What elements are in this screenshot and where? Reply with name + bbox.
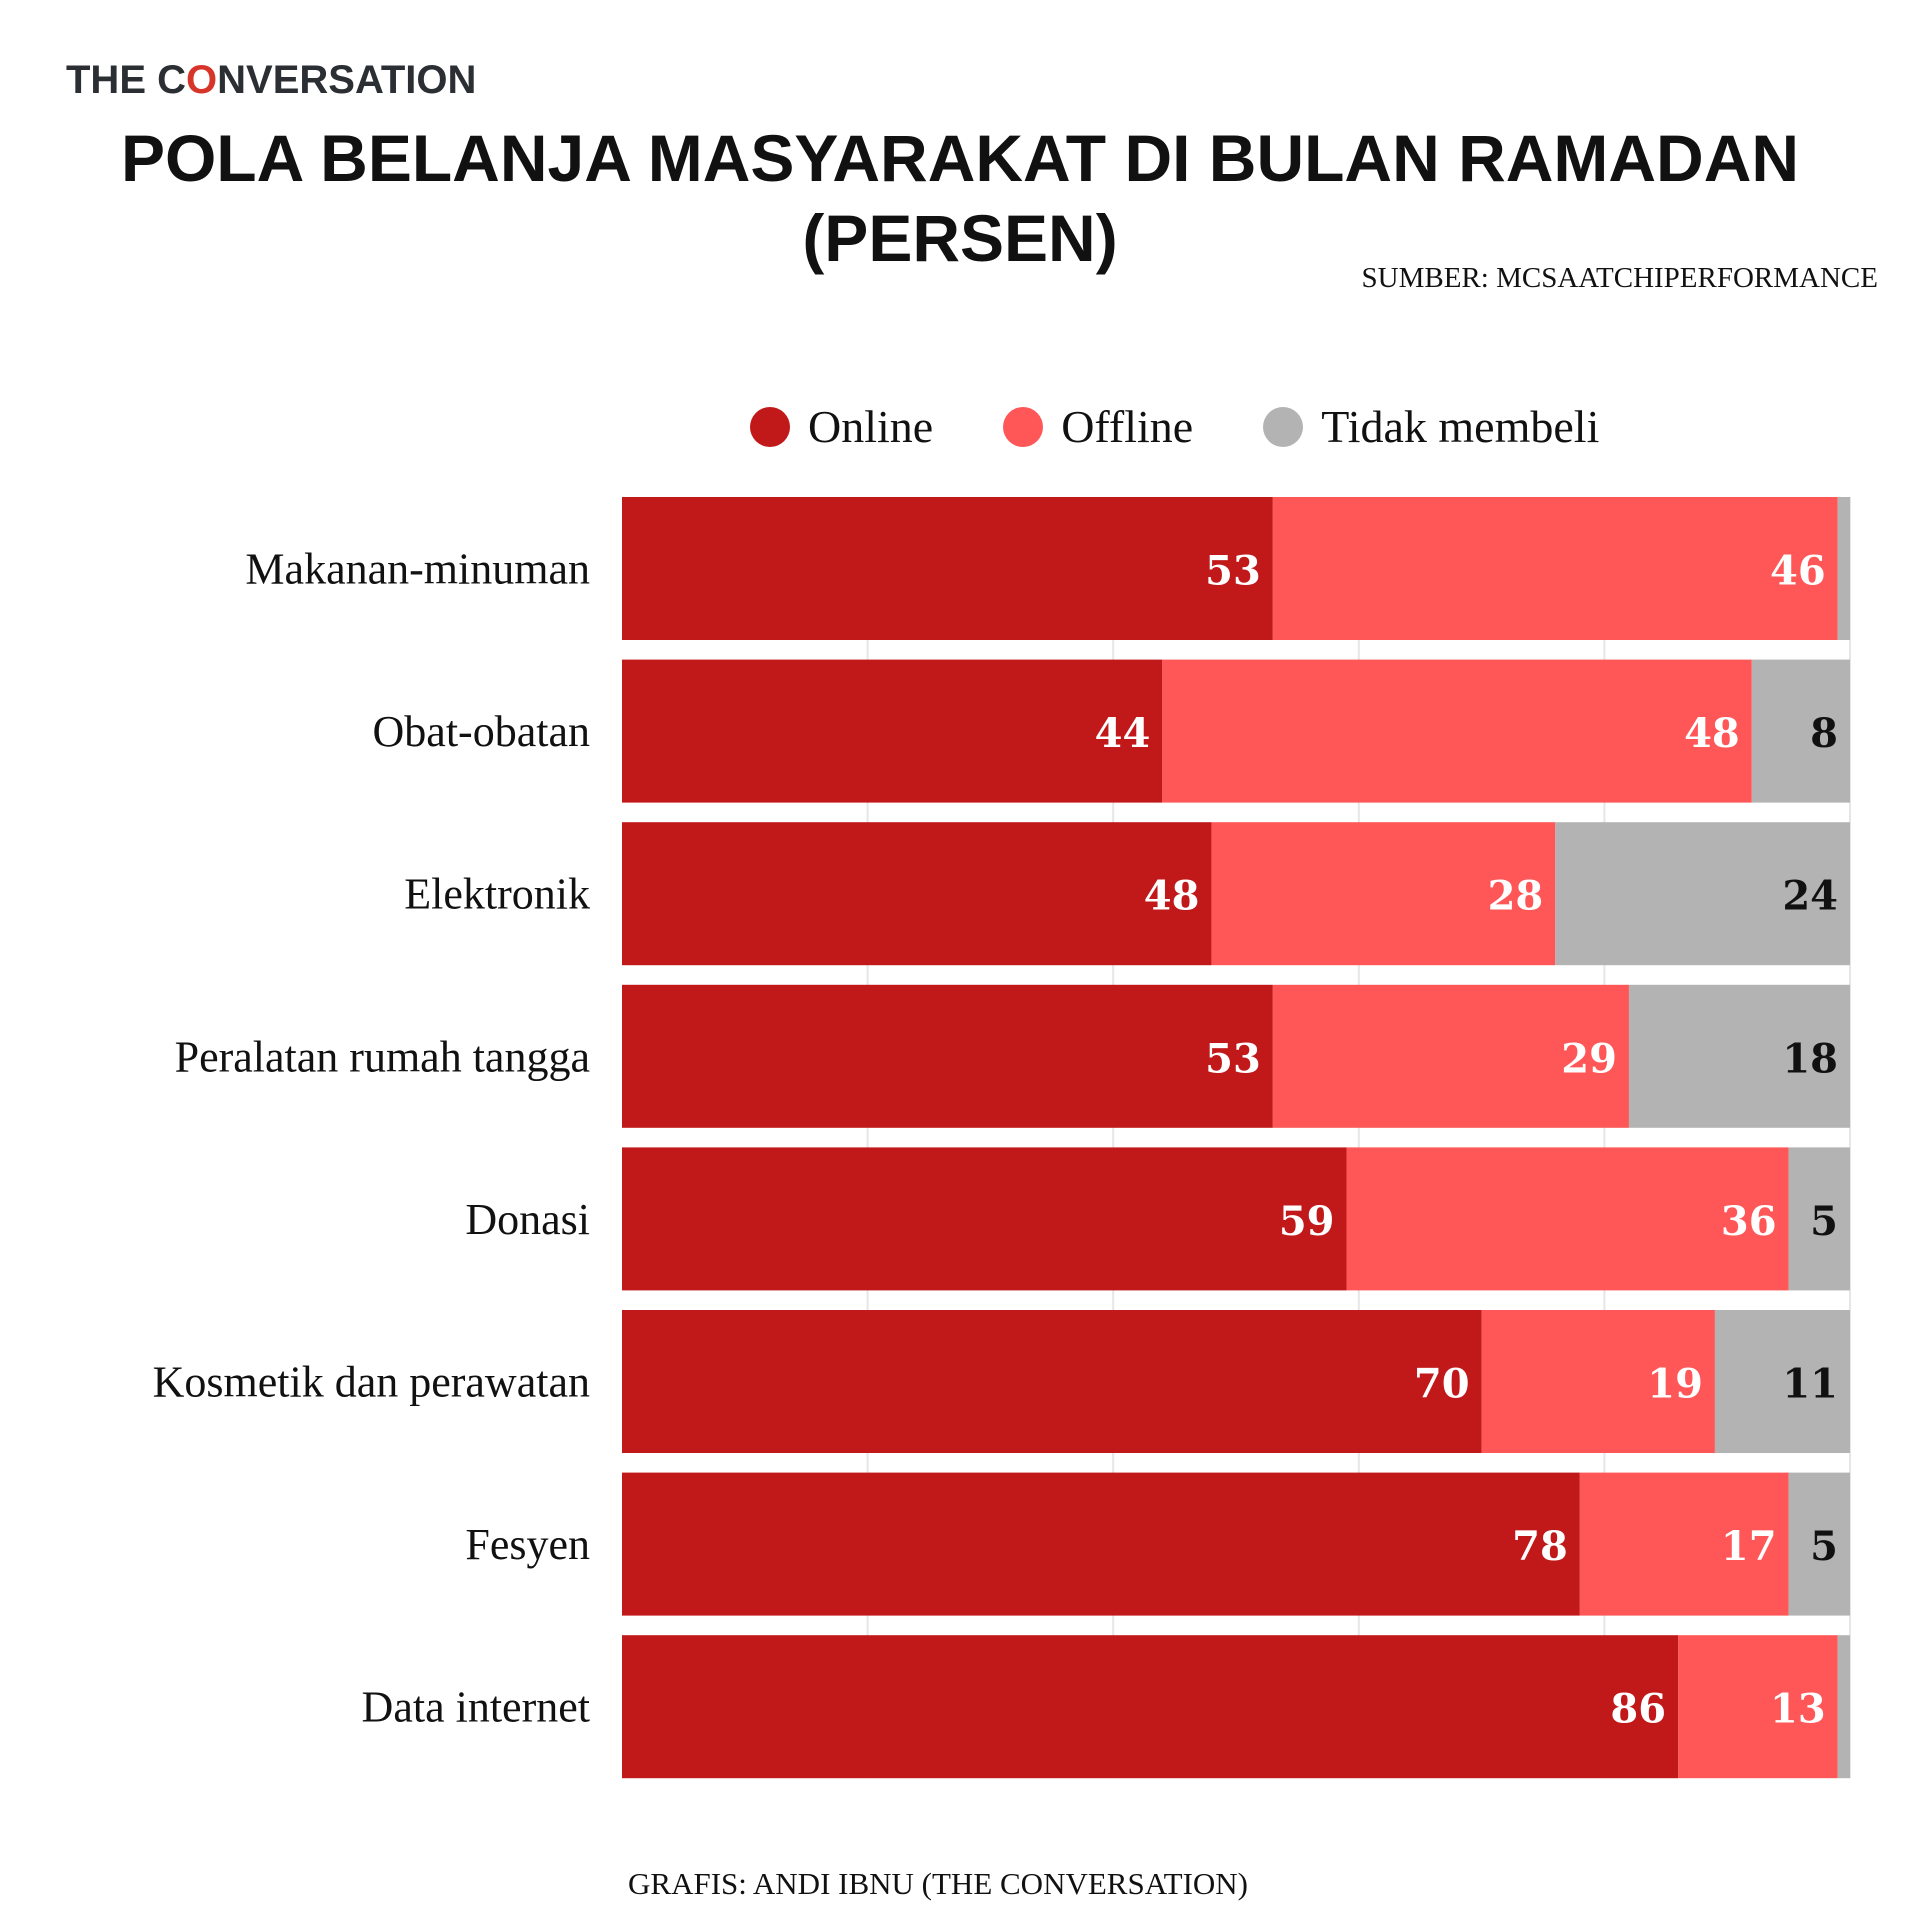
category-label: Fesyen [465, 1520, 590, 1569]
category-label: Peralatan rumah tangga [175, 1032, 590, 1081]
logo-text-end: NVERSATION [217, 58, 477, 102]
bar-segment-tidak-membeli [1837, 1635, 1850, 1779]
data-label: 48 [1684, 710, 1740, 757]
data-label: 5 [1810, 1523, 1838, 1570]
legend-label: Online [808, 401, 934, 452]
data-label: 48 [1144, 873, 1200, 920]
bar-segment-offline [1678, 1635, 1838, 1779]
logo-o: O [186, 58, 218, 102]
data-label: 44 [1095, 710, 1151, 757]
data-label: 28 [1488, 873, 1544, 920]
data-label: 24 [1782, 873, 1838, 920]
data-label: 17 [1721, 1523, 1777, 1570]
bar-segment-online [622, 1472, 1580, 1616]
legend-item-tidak-membeli: Tidak membeli [1263, 400, 1599, 453]
data-label: 53 [1205, 548, 1261, 595]
data-label: 5 [1810, 1198, 1838, 1245]
category-label: Donasi [465, 1195, 590, 1244]
data-label: 59 [1279, 1198, 1335, 1245]
subtitle-line: (PERSEN) [802, 201, 1118, 275]
bar-segment-online [622, 822, 1212, 966]
data-label: 18 [1782, 1035, 1838, 1082]
bar-segment-tidak-membeli [1628, 984, 1850, 1128]
legend-item-online: Online [750, 400, 933, 453]
data-label: 86 [1610, 1686, 1666, 1733]
data-label: 19 [1647, 1361, 1703, 1408]
credit-footer: GRAFIS: ANDI IBNU (THE CONVERSATION) [628, 1866, 1248, 1901]
legend-item-offline: Offline [1003, 400, 1193, 453]
bar-segment-tidak-membeli [1788, 1147, 1850, 1291]
category-label: Obat-obatan [373, 707, 590, 756]
bar-segment-offline [1162, 659, 1752, 803]
source-note: SUMBER: MCSAATCHIPERFORMANCE [1361, 262, 1878, 294]
bar-segment-offline [1481, 1310, 1715, 1453]
bar-segment-tidak-membeli [1714, 1310, 1850, 1453]
data-label: 70 [1414, 1361, 1470, 1408]
legend: Online Offline Tidak membeli [750, 400, 1669, 453]
bar-segment-tidak-membeli [1555, 822, 1850, 966]
bar-segment-tidak-membeli [1751, 659, 1850, 803]
data-label: 46 [1770, 548, 1826, 595]
data-label: 78 [1512, 1523, 1568, 1570]
chart-title: POLA BELANJA MASYARAKAT DI BULAN RAMADAN… [0, 118, 1920, 278]
data-label: 36 [1721, 1198, 1777, 1245]
legend-label: Tidak membeli [1321, 401, 1600, 452]
bar-segment-offline [1211, 822, 1556, 966]
bar-segment-online [622, 1635, 1679, 1779]
data-label: 29 [1561, 1035, 1617, 1082]
logo-text: THE C [66, 58, 186, 102]
legend-dot [1263, 406, 1304, 447]
data-label: 13 [1770, 1686, 1826, 1733]
bar-segment-offline [1272, 497, 1838, 640]
bar-segment-tidak-membeli [1837, 497, 1850, 640]
title-line: POLA BELANJA MASYARAKAT DI BULAN RAMADAN [120, 121, 1800, 195]
category-label: Data internet [362, 1683, 590, 1732]
bar-segment-online [622, 1147, 1347, 1291]
legend-dot [750, 406, 790, 447]
bar-segment-online [622, 659, 1163, 803]
bar-segment-offline [1346, 1147, 1789, 1291]
bar-segment-online [622, 497, 1273, 640]
bar-segment-online [622, 1310, 1482, 1453]
bar-segment-offline [1579, 1472, 1789, 1616]
legend-label: Offline [1061, 401, 1194, 452]
data-label: 11 [1782, 1361, 1838, 1408]
category-label: Kosmetik dan perawatan [153, 1358, 590, 1407]
data-label: 53 [1205, 1035, 1261, 1082]
bar-segment-online [622, 984, 1273, 1128]
category-label: Elektronik [404, 870, 590, 919]
legend-dot [1003, 406, 1044, 447]
data-label: 8 [1810, 710, 1838, 757]
category-label: Makanan-minuman [245, 545, 590, 594]
logo: THE CONVERSATION [66, 58, 476, 103]
bar-segment-tidak-membeli [1788, 1472, 1850, 1616]
bar-segment-offline [1272, 984, 1629, 1128]
